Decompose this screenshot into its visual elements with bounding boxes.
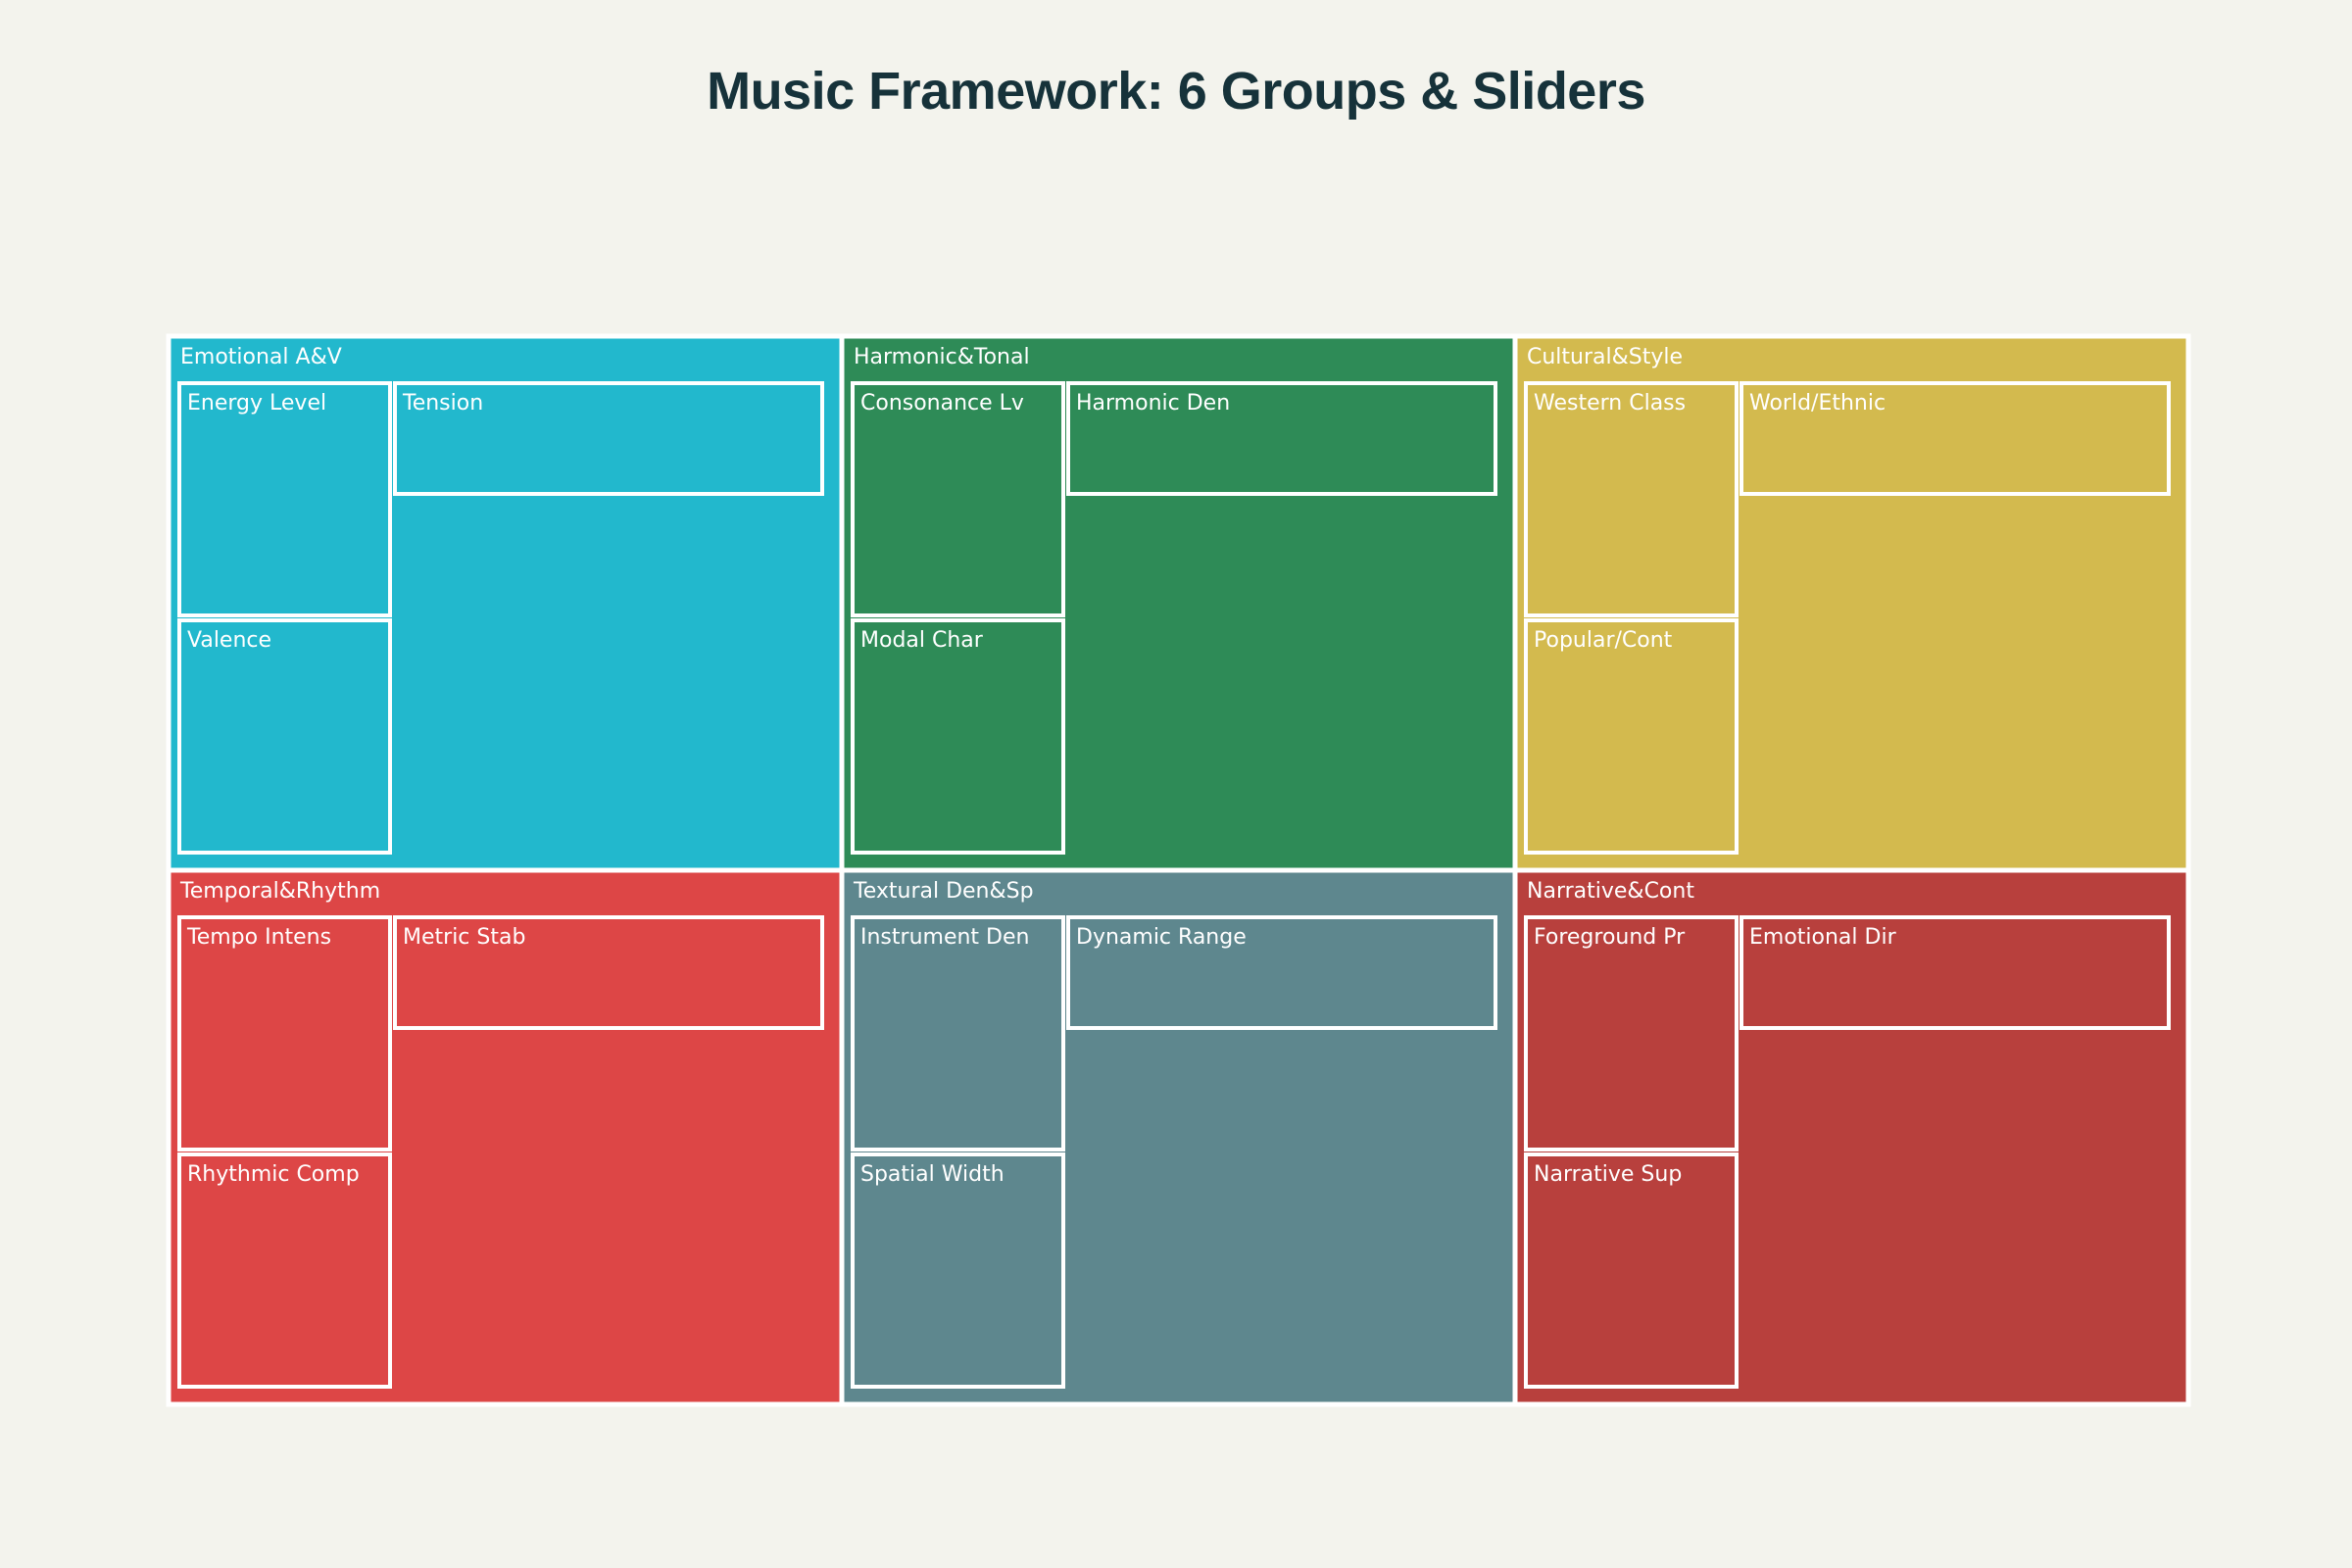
group-label-narrative-cont: Narrative&Cont bbox=[1527, 879, 1694, 904]
tile-instrument-den bbox=[851, 915, 1065, 1152]
tile-label-popular-cont: Popular/Cont bbox=[1534, 628, 1673, 653]
tile-label-modal-char: Modal Char bbox=[860, 628, 984, 653]
tile-harmonic-den bbox=[1066, 381, 1497, 496]
tile-label-narrative-sup: Narrative Sup bbox=[1534, 1162, 1682, 1187]
tile-label-emotional-dir: Emotional Dir bbox=[1749, 925, 1897, 950]
tile-label-spatial-width: Spatial Width bbox=[860, 1162, 1004, 1187]
tile-spatial-width bbox=[851, 1152, 1065, 1389]
tile-narrative-sup bbox=[1524, 1152, 1739, 1389]
group-label-cultural-style: Cultural&Style bbox=[1527, 345, 1683, 369]
tile-label-metric-stab: Metric Stab bbox=[403, 925, 525, 950]
tile-label-consonance-lv: Consonance Lv bbox=[860, 391, 1024, 416]
tile-label-dynamic-range: Dynamic Range bbox=[1076, 925, 1247, 950]
tile-emotional-dir bbox=[1740, 915, 2171, 1030]
tile-tempo-intens bbox=[177, 915, 392, 1152]
tile-metric-stab bbox=[393, 915, 824, 1030]
tile-label-world-ethnic: World/Ethnic bbox=[1749, 391, 1886, 416]
group-label-harmonic-tonal: Harmonic&Tonal bbox=[854, 345, 1030, 369]
tile-valence bbox=[177, 618, 392, 855]
tile-label-western-class: Western Class bbox=[1534, 391, 1686, 416]
tile-dynamic-range bbox=[1066, 915, 1497, 1030]
group-label-emotional-a-v: Emotional A&V bbox=[180, 345, 342, 369]
tile-label-valence: Valence bbox=[187, 628, 271, 653]
tile-label-foreground-pr: Foreground Pr bbox=[1534, 925, 1686, 950]
tile-label-energy-level: Energy Level bbox=[187, 391, 326, 416]
tile-western-class bbox=[1524, 381, 1739, 617]
tile-label-harmonic-den: Harmonic Den bbox=[1076, 391, 1230, 416]
tile-consonance-lv bbox=[851, 381, 1065, 617]
tile-world-ethnic bbox=[1740, 381, 2171, 496]
tile-rhythmic-comp bbox=[177, 1152, 392, 1389]
chart-title: Music Framework: 6 Groups & Sliders bbox=[707, 62, 1645, 121]
tile-label-rhythmic-comp: Rhythmic Comp bbox=[187, 1162, 360, 1187]
tile-label-tension: Tension bbox=[402, 391, 483, 416]
tile-energy-level bbox=[177, 381, 392, 617]
tile-popular-cont bbox=[1524, 618, 1739, 855]
tile-foreground-pr bbox=[1524, 915, 1739, 1152]
group-label-temporal-rhythm: Temporal&Rhythm bbox=[179, 879, 380, 904]
tile-modal-char bbox=[851, 618, 1065, 855]
tile-label-instrument-den: Instrument Den bbox=[860, 925, 1029, 950]
group-label-textural-den-sp: Textural Den&Sp bbox=[853, 879, 1034, 904]
tile-tension bbox=[393, 381, 824, 496]
tile-label-tempo-intens: Tempo Intens bbox=[186, 925, 331, 950]
